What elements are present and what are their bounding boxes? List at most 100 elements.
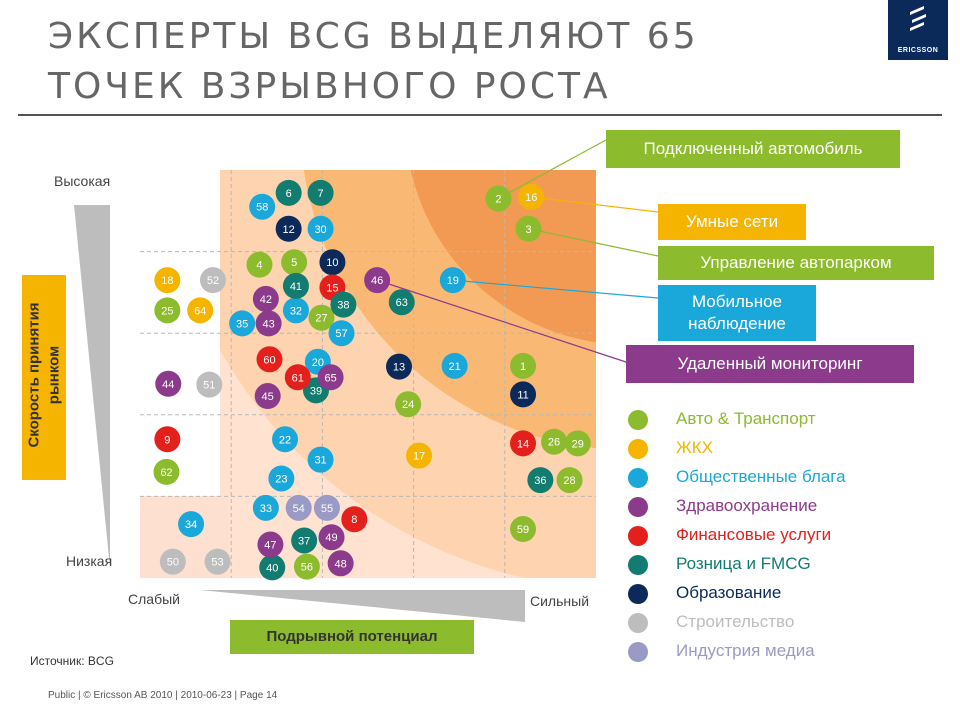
point-12: 12	[275, 215, 302, 242]
point-label: 65	[324, 372, 336, 384]
point-label: 53	[211, 557, 223, 569]
legend-swatch	[628, 584, 648, 604]
callout-leader	[498, 139, 607, 200]
point-marker	[268, 465, 295, 492]
point-marker	[319, 249, 346, 276]
point-43: 43	[255, 310, 282, 337]
callout-4: Удаленный мониторинг	[626, 345, 914, 383]
point-42: 42	[252, 285, 279, 312]
point-label: 51	[203, 380, 215, 392]
point-11: 11	[510, 381, 537, 408]
point-9: 9	[154, 426, 181, 453]
point-label: 10	[326, 257, 338, 269]
callout-label: Управление автопарком	[700, 253, 892, 272]
point-marker	[485, 185, 512, 212]
point-marker	[256, 346, 283, 373]
point-label: 28	[563, 475, 575, 487]
point-10: 10	[319, 249, 346, 276]
point-6: 6	[275, 179, 302, 206]
legend-swatch	[628, 613, 648, 633]
point-label: 34	[185, 519, 197, 531]
point-label: 2	[495, 194, 501, 206]
logo-text: ERICSSON	[897, 47, 939, 54]
point-label: 50	[167, 557, 179, 569]
point-marker	[252, 285, 279, 312]
callout-0: Подключенный автомобиль	[606, 130, 900, 168]
point-51: 51	[196, 371, 223, 398]
point-59: 59	[510, 516, 537, 543]
point-label: 11	[517, 389, 528, 401]
point-label: 59	[517, 524, 529, 536]
point-46: 46	[364, 267, 391, 294]
y-axis-title: Скорость принятия рынком	[25, 302, 63, 448]
point-label: 24	[402, 399, 414, 411]
point-marker	[541, 428, 568, 455]
point-marker	[386, 353, 413, 380]
point-label: 41	[290, 281, 302, 293]
point-marker	[388, 289, 415, 316]
point-17: 17	[406, 442, 433, 469]
callout-leaders	[376, 139, 659, 363]
point-label: 33	[260, 503, 272, 515]
point-marker	[527, 467, 554, 494]
point-label: 43	[262, 318, 274, 330]
point-marker	[293, 553, 320, 580]
point-35: 35	[229, 310, 256, 337]
x-axis-wedge	[200, 590, 525, 622]
point-23: 23	[268, 465, 295, 492]
point-58: 58	[249, 193, 276, 220]
point-label: 8	[351, 514, 357, 526]
x-high-label: Сильный	[530, 593, 589, 609]
point-label: 26	[548, 437, 560, 449]
point-8: 8	[341, 506, 368, 533]
point-marker	[196, 371, 223, 398]
legend-swatch	[628, 642, 648, 662]
point-29: 29	[564, 430, 591, 457]
source-note: Источник: BCG	[30, 654, 114, 668]
point-36: 36	[527, 467, 554, 494]
point-label: 30	[314, 224, 326, 236]
point-label: 9	[164, 434, 170, 446]
point-28: 28	[556, 467, 583, 494]
point-2: 2	[485, 185, 512, 212]
point-label: 27	[315, 313, 327, 325]
point-marker	[330, 291, 357, 318]
point-19: 19	[439, 267, 466, 294]
point-label: 49	[325, 532, 337, 544]
point-marker	[510, 352, 537, 379]
point-label: 19	[447, 275, 459, 287]
point-3: 3	[515, 215, 542, 242]
callout-2: Управление автопарком	[658, 246, 934, 280]
point-marker	[178, 511, 205, 538]
point-52: 52	[199, 267, 226, 294]
legend-label: Образование	[676, 583, 782, 602]
point-marker	[515, 215, 542, 242]
ericsson-logo-icon	[910, 6, 926, 31]
legend-swatch	[628, 497, 648, 517]
x-axis-title: Подрывной потенциал	[230, 620, 474, 654]
point-marker	[282, 272, 309, 299]
point-label: 64	[194, 305, 206, 317]
point-marker	[159, 548, 186, 575]
point-26: 26	[541, 428, 568, 455]
point-marker	[307, 446, 334, 473]
point-7: 7	[307, 179, 334, 206]
point-label: 29	[572, 438, 584, 450]
point-label: 37	[298, 535, 310, 547]
legend-swatch	[628, 555, 648, 575]
point-marker	[556, 467, 583, 494]
point-27: 27	[308, 304, 335, 331]
title-divider	[18, 114, 942, 116]
page-title: Эксперты BCG выделяют 65 точек взрывного…	[48, 16, 699, 107]
callout-label: Удаленный мониторинг	[677, 354, 863, 373]
legend-label: Здравоохранение	[676, 496, 818, 515]
legend-label: ЖКХ	[676, 438, 713, 457]
callout-leader	[376, 279, 627, 363]
point-marker	[308, 304, 335, 331]
point-57: 57	[328, 320, 355, 347]
point-label: 14	[517, 438, 529, 450]
point-45: 45	[254, 383, 281, 410]
point-34: 34	[178, 511, 205, 538]
callout-leader	[452, 279, 659, 299]
point-4: 4	[246, 251, 273, 278]
